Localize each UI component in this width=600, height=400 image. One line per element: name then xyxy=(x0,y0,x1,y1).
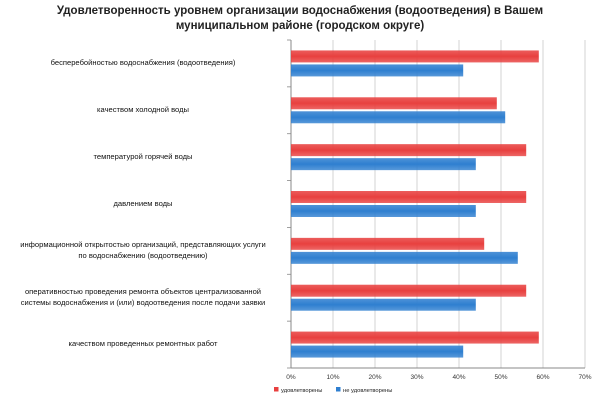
legend-label-not-satisfied: не удовлетворены xyxy=(343,388,392,394)
bar-satisfied-2 xyxy=(291,144,527,157)
category-label-3-line-0: давлением воды xyxy=(113,198,173,208)
bar-satisfied-6 xyxy=(291,331,539,344)
x-tick-label-6: 60% xyxy=(536,374,549,381)
bar-not-satisfied-3 xyxy=(291,205,476,217)
bar-not-satisfied-6 xyxy=(291,345,464,358)
x-tick-label-0: 0% xyxy=(286,374,296,381)
bar-satisfied-3 xyxy=(291,191,527,203)
x-tick-label-2: 20% xyxy=(368,374,381,381)
x-tick-label-5: 50% xyxy=(494,374,507,381)
bar-satisfied-0 xyxy=(291,50,539,63)
category-label-6: качеством проведенных ремонтных работ xyxy=(0,339,286,350)
x-tick-label-3: 30% xyxy=(410,374,423,381)
category-label-5-line-1: системы водоснабжения и (или) водоотведе… xyxy=(20,297,266,307)
legend-swatch-not-satisfied xyxy=(336,387,341,392)
bar-not-satisfied-1 xyxy=(291,111,506,124)
category-label-5-line-0: оперативностью проведения ремонта объект… xyxy=(24,287,262,297)
bar-not-satisfied-2 xyxy=(291,158,476,171)
category-label-3: давлением воды xyxy=(0,199,286,210)
category-label-5: оперативностью проведения ремонта объект… xyxy=(0,287,286,308)
chart-title: Удовлетворенность уровнем организации во… xyxy=(0,4,600,34)
category-label-1: качеством холодной воды xyxy=(0,105,286,116)
category-label-2-line-0: температурой горячей воды xyxy=(93,151,193,161)
legend-label-satisfied: удовлетворены xyxy=(281,388,322,394)
bar-not-satisfied-4 xyxy=(291,251,518,264)
category-label-0-line-0: бесперебойностью водоснабжения (водоотве… xyxy=(50,58,236,68)
category-label-6-line-0: качеством проведенных ремонтных работ xyxy=(68,339,218,349)
category-label-0: бесперебойностью водоснабжения (водоотве… xyxy=(0,58,286,69)
category-label-4-line-1: по водоснабжению (водоотведению) xyxy=(78,250,208,260)
chart-title-line-2: муниципальном районе (городском округе) xyxy=(175,20,425,32)
x-tick-label-7: 70% xyxy=(578,374,591,381)
category-label-2: температурой горячей воды xyxy=(0,152,286,163)
legend-swatch-satisfied xyxy=(274,387,279,392)
x-tick-label-1: 10% xyxy=(326,374,339,381)
bar-satisfied-1 xyxy=(291,97,497,110)
category-label-1-line-0: качеством холодной воды xyxy=(97,105,189,115)
x-tick-label-4: 40% xyxy=(452,374,465,381)
bar-not-satisfied-0 xyxy=(291,64,464,77)
category-label-4-line-0: информационной открытостью организаций, … xyxy=(20,240,266,250)
category-label-4: информационной открытостью организаций, … xyxy=(0,240,286,261)
bar-satisfied-4 xyxy=(291,237,485,250)
bar-not-satisfied-5 xyxy=(291,298,476,311)
chart-title-line-1: Удовлетворенность уровнем организации во… xyxy=(56,5,544,17)
bar-satisfied-5 xyxy=(291,284,527,297)
